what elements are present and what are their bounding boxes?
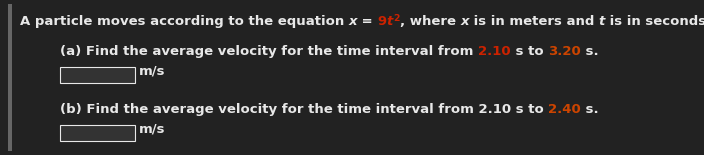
- Text: , where: , where: [399, 15, 460, 28]
- FancyBboxPatch shape: [60, 125, 135, 141]
- Text: 2.40: 2.40: [548, 103, 581, 116]
- FancyBboxPatch shape: [8, 4, 12, 151]
- Text: t: t: [598, 15, 605, 28]
- Text: =: =: [358, 15, 377, 28]
- Text: 9: 9: [377, 15, 386, 28]
- FancyBboxPatch shape: [60, 67, 135, 83]
- Text: 2: 2: [393, 14, 399, 23]
- Text: s.: s.: [581, 45, 598, 58]
- Text: s.: s.: [581, 103, 598, 116]
- Text: t: t: [386, 15, 393, 28]
- Text: 3.20: 3.20: [548, 45, 581, 58]
- Text: x: x: [349, 15, 358, 28]
- Text: m/s: m/s: [139, 64, 165, 77]
- Text: m/s: m/s: [139, 122, 165, 135]
- Text: (a) Find the average velocity for the time interval from: (a) Find the average velocity for the ti…: [60, 45, 478, 58]
- Text: is in meters and: is in meters and: [469, 15, 598, 28]
- Text: x: x: [460, 15, 469, 28]
- Text: (b) Find the average velocity for the time interval from 2.10 s to: (b) Find the average velocity for the ti…: [60, 103, 548, 116]
- Text: s to: s to: [510, 45, 548, 58]
- Text: 2.10: 2.10: [478, 45, 510, 58]
- Text: A particle moves according to the equation: A particle moves according to the equati…: [20, 15, 349, 28]
- Text: is in seconds.: is in seconds.: [605, 15, 704, 28]
